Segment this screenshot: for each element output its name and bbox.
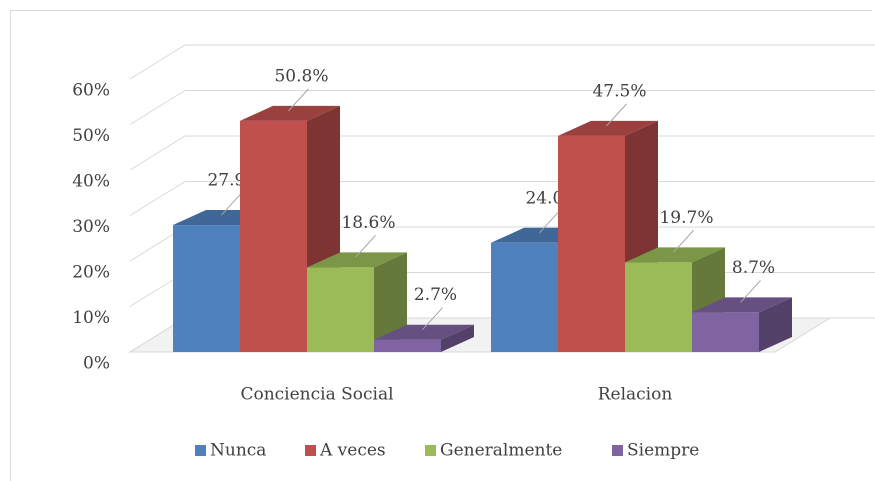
- bar-top: [240, 105, 340, 121]
- y-tick-label: 40%: [72, 172, 110, 192]
- bar: [491, 242, 558, 352]
- grid-line: [129, 90, 875, 125]
- bar: [374, 339, 441, 352]
- bar-top: [374, 324, 474, 340]
- chart-frame: [10, 10, 873, 481]
- y-tick-label: 10%: [72, 308, 110, 328]
- x-tick-label: Relacion: [598, 385, 673, 405]
- bar: [558, 135, 625, 352]
- data-label: 2.7%: [414, 285, 457, 305]
- legend-swatch: [425, 445, 436, 456]
- y-tick-label: 60%: [72, 81, 110, 101]
- bar-top: [558, 120, 658, 136]
- legend-swatch: [195, 445, 206, 456]
- y-tick-label: 20%: [72, 263, 110, 283]
- bar-side: [759, 297, 792, 352]
- y-tick-label: 50%: [72, 126, 110, 146]
- bar: [307, 267, 374, 352]
- bar: [173, 225, 240, 352]
- bar: [625, 262, 692, 352]
- grid-line: [129, 44, 875, 80]
- data-label: 18.6%: [341, 213, 395, 233]
- bar-side: [441, 324, 474, 352]
- data-label: 50.8%: [274, 66, 328, 86]
- leader-line: [221, 192, 242, 216]
- data-label: 8.7%: [732, 258, 775, 278]
- bar: [692, 312, 759, 352]
- leader-line: [355, 235, 376, 258]
- leader-line: [288, 88, 309, 112]
- bar-top: [692, 297, 792, 313]
- bar-top: [307, 252, 407, 268]
- bar: [240, 120, 307, 352]
- leader-line: [740, 280, 761, 303]
- legend-label: Siempre: [627, 441, 699, 461]
- x-tick-label: Conciencia Social: [240, 385, 393, 405]
- legend-label: A veces: [319, 441, 386, 461]
- bar-side: [374, 252, 407, 352]
- leader-line: [606, 103, 627, 127]
- y-tick-label: 0%: [83, 354, 110, 374]
- data-label: 19.7%: [659, 208, 713, 228]
- leader-line: [422, 307, 443, 331]
- data-label: 47.5%: [592, 81, 646, 101]
- y-tick-label: 30%: [72, 217, 110, 237]
- leader-line: [673, 230, 694, 253]
- leader-line: [539, 210, 560, 234]
- legend-label: Generalmente: [440, 441, 562, 461]
- legend-label: Nunca: [210, 441, 266, 461]
- legend-swatch: [612, 445, 623, 456]
- legend-swatch: [305, 445, 316, 456]
- bar-top: [625, 247, 725, 263]
